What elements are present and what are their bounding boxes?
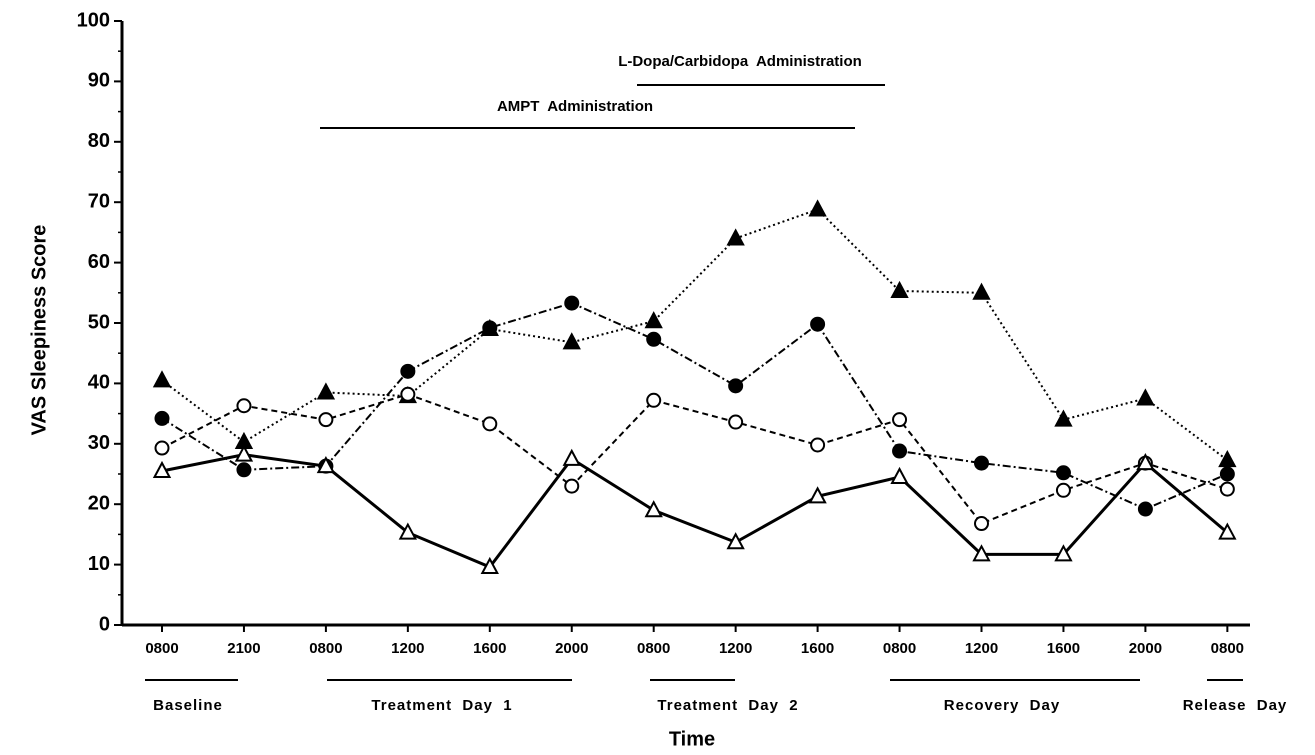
marker	[728, 378, 744, 394]
x-tick-label: 0800	[309, 640, 342, 657]
marker	[1218, 522, 1237, 540]
y-tick-label: 90	[88, 70, 110, 92]
series-line	[161, 393, 1228, 525]
marker	[562, 448, 581, 466]
group-label: Baseline	[153, 697, 223, 714]
marker	[1136, 388, 1155, 406]
annotation: L-Dopa/Carbidopa Administration	[618, 53, 862, 70]
marker	[972, 544, 991, 562]
marker	[318, 412, 334, 428]
x-tick-label: 1600	[801, 640, 834, 657]
marker	[646, 392, 662, 408]
x-tick-label: 2100	[227, 640, 260, 657]
marker	[1219, 481, 1235, 497]
marker	[398, 522, 418, 540]
series-line	[161, 453, 1229, 569]
marker	[316, 382, 336, 400]
marker	[152, 460, 172, 478]
marker	[482, 320, 498, 336]
marker	[726, 228, 745, 246]
marker	[236, 398, 252, 414]
marker	[234, 444, 254, 462]
marker	[810, 437, 826, 453]
x-axis-label: Time	[669, 728, 715, 750]
marker	[808, 199, 827, 217]
y-tick-label: 70	[88, 190, 110, 212]
marker	[316, 456, 336, 474]
marker	[1055, 482, 1071, 498]
marker	[564, 295, 580, 311]
y-axis-label: VAS Sleepiness Score	[28, 225, 50, 436]
x-tick-label: 1600	[1047, 640, 1080, 657]
marker	[1218, 449, 1237, 468]
marker	[892, 412, 908, 428]
marker	[564, 478, 580, 494]
y-tick-label: 80	[88, 130, 110, 152]
group-label: Recovery Day	[944, 697, 1060, 714]
marker	[1054, 409, 1073, 427]
x-tick-label: 1200	[719, 640, 752, 657]
marker	[152, 370, 172, 388]
marker	[1137, 501, 1153, 517]
y-tick-label: 10	[88, 553, 110, 575]
x-tick-label: 1600	[473, 640, 506, 657]
marker	[728, 414, 744, 430]
group-label: Treatment Day 1	[371, 697, 512, 714]
marker	[726, 532, 745, 550]
y-tick-label: 40	[88, 372, 110, 394]
group-label: Treatment Day 2	[657, 697, 798, 714]
marker	[974, 516, 989, 532]
group-label: Release Day	[1183, 697, 1288, 714]
y-tick-label: 50	[88, 311, 110, 333]
x-tick-label: 0800	[883, 640, 916, 657]
x-tick-label: 0800	[637, 640, 670, 657]
marker	[154, 440, 170, 456]
marker	[1136, 453, 1155, 471]
marker	[890, 280, 909, 298]
marker	[646, 331, 662, 347]
marker	[644, 311, 663, 329]
marker	[1219, 466, 1235, 482]
marker	[644, 500, 663, 518]
x-tick-label: 0800	[1211, 640, 1244, 657]
marker	[154, 410, 170, 426]
marker	[808, 486, 827, 504]
series-line	[161, 208, 1228, 461]
x-tick-label: 1200	[391, 640, 424, 657]
marker	[480, 556, 499, 575]
y-tick-label: 20	[88, 492, 110, 514]
marker	[236, 462, 252, 478]
x-tick-label: 0800	[145, 640, 178, 657]
marker	[400, 363, 416, 379]
marker	[890, 466, 909, 485]
annotation: AMPT Administration	[497, 98, 653, 115]
marker	[562, 332, 581, 350]
marker	[892, 443, 908, 459]
y-tick-label: 60	[88, 251, 110, 273]
y-tick-label: 100	[77, 9, 110, 31]
x-tick-label: 1200	[965, 640, 998, 657]
marker	[482, 416, 498, 432]
marker	[974, 455, 989, 471]
marker	[1055, 465, 1071, 481]
marker	[400, 386, 416, 402]
marker	[1054, 544, 1073, 562]
y-tick-label: 30	[88, 432, 110, 454]
x-tick-label: 2000	[555, 640, 588, 657]
y-tick-label: 0	[99, 613, 110, 635]
marker	[972, 282, 991, 300]
series-line	[161, 302, 1228, 511]
marker	[810, 316, 826, 332]
x-tick-label: 2000	[1129, 640, 1162, 657]
